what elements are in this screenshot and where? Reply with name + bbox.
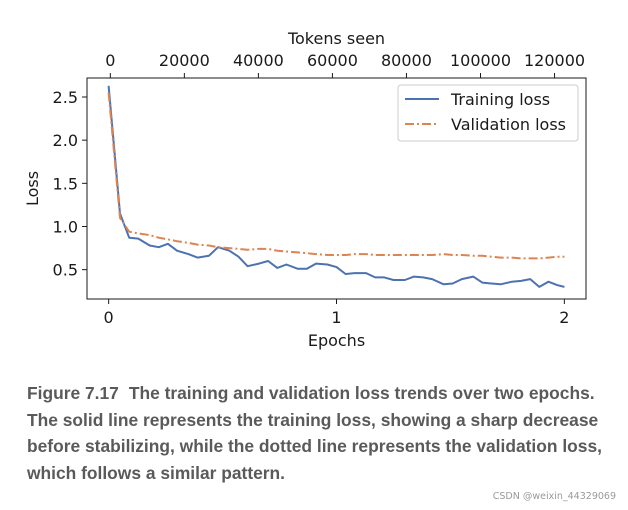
training-loss-line — [107, 85, 565, 288]
top-tick-label: 80000 — [381, 51, 432, 70]
x-tick-label: 0 — [104, 308, 114, 327]
x-tick-label: 2 — [559, 308, 569, 327]
top-axis-label: Tokens seen — [287, 29, 385, 48]
legend-label-validation: Validation loss — [451, 115, 566, 134]
loss-chart: 0 1 2 0 20000 40000 60000 80000 100000 120000 0.5 1… — [23, 29, 587, 350]
figure-label: Figure 7.17 — [27, 383, 119, 403]
x-axis-label: Epochs — [308, 331, 365, 350]
legend-box — [397, 84, 579, 142]
top-tick-label: 60000 — [307, 51, 358, 70]
y-tick-label: 2.5 — [53, 88, 78, 107]
y-tick-label: 1.5 — [53, 174, 78, 193]
legend: Training loss Validation loss — [397, 84, 579, 142]
figure-caption: Figure 7.17 The training and validation l… — [27, 380, 607, 486]
top-tick-label: 100000 — [450, 51, 511, 70]
watermark: CSDN @weixin_44329069 — [492, 491, 616, 502]
x-tick-label: 1 — [331, 308, 341, 327]
y-tick-label: 1.0 — [53, 217, 78, 236]
caption-text: The training and validation loss trends … — [27, 383, 602, 483]
y-tick-label: 2.0 — [53, 131, 78, 150]
legend-label-training: Training loss — [450, 90, 550, 109]
top-tick-label: 0 — [105, 51, 115, 70]
top-tick-label: 120000 — [524, 51, 585, 70]
y-axis-label: Loss — [23, 171, 42, 206]
series-layer — [107, 85, 565, 288]
top-tick-label: 40000 — [233, 51, 284, 70]
axes-layer: 0 1 2 0 20000 40000 60000 80000 100000 120000 0.5 1… — [53, 51, 586, 327]
y-tick-label: 0.5 — [53, 261, 78, 280]
validation-loss-line — [107, 92, 565, 260]
top-tick-label: 20000 — [159, 51, 210, 70]
